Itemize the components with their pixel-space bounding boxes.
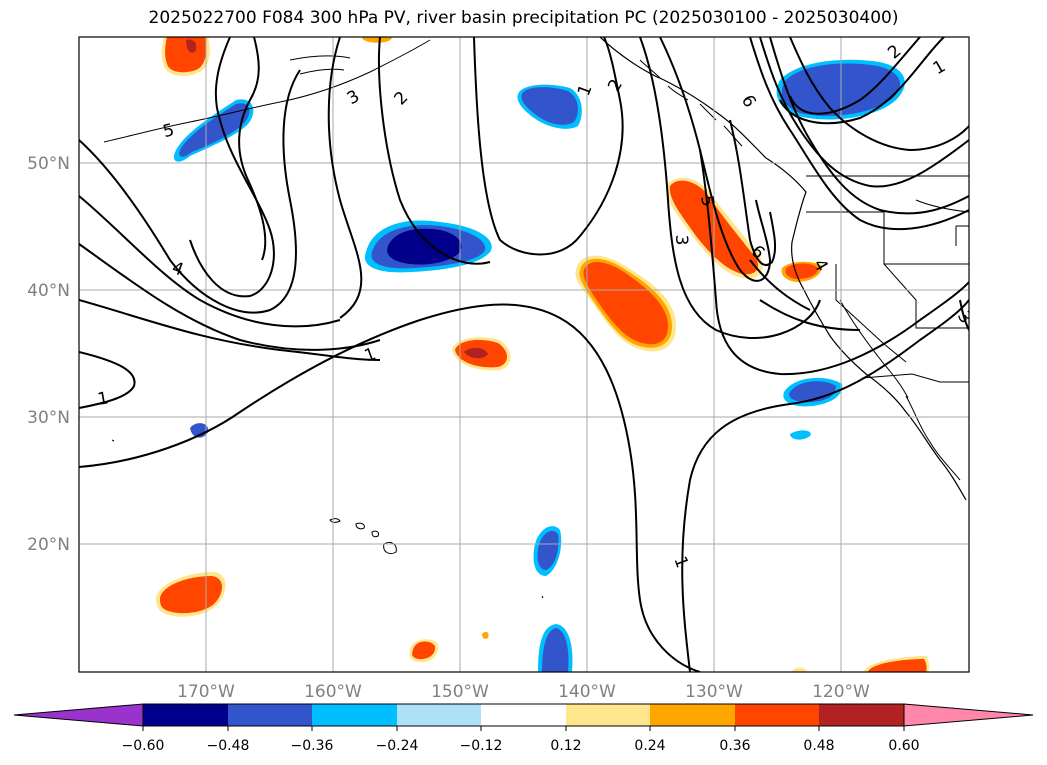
pv-contour-3-west [79,195,341,328]
latitude-labels: 50°N 40°N 30°N 20°N [27,154,70,555]
pv-contour-7-east [789,37,969,152]
pv-contour-1-ne [779,37,945,125]
aleutian-islands [103,39,431,143]
lon-tick-label: 170°W [177,682,235,702]
contour-label: 3 [671,235,691,246]
state-border [883,263,969,329]
colorbar-bin [312,704,397,726]
gulf-of-california-coast [905,395,961,481]
colorbar-min-extension [13,703,144,727]
state-border [835,264,907,363]
small-island [541,595,544,599]
colorbar-tick-label: −0.12 [460,738,503,754]
precip-anomaly-positive [583,261,668,345]
colorbar-bin [143,704,228,726]
pv-contour-2-lower [759,299,861,331]
precip-anomaly-strong-negative [387,228,462,265]
baja-peninsula [839,299,909,399]
precip-anomaly-negative [179,103,250,157]
lon-tick-label: 150°W [431,682,489,702]
pv-contour-3-east [959,299,969,331]
state-border [806,211,969,265]
north-america-coastline [599,37,967,501]
state-border [955,225,969,246]
pv-contour-4-loop [79,69,301,314]
map-title: 2025022700 F084 300 hPa PV, river basin … [148,8,899,28]
colorbar-tick-label: 0.60 [888,738,919,754]
pv-contour-1-southwest [79,351,136,409]
pv-contour-5-east [749,37,969,231]
colorbar-bin [819,704,904,726]
precip-anomaly-strong-positive [464,347,488,359]
colorbar-frame [142,703,905,727]
precip-anomaly-negative [521,87,578,125]
lat-tick-label: 40°N [27,281,70,301]
lon-tick-label: 140°W [558,682,616,702]
precip-anomaly-strong-positive [186,39,197,53]
pv-contour-3-trough [639,37,821,339]
lat-tick-label: 20°N [27,535,70,555]
colorbar-bin [735,704,819,726]
pv-contour-4-inner [189,37,275,298]
colorbar-tick-label: 0.36 [719,738,750,754]
longitude-labels: 170°W 160°W 150°W 140°W 130°W 120°W [177,682,870,702]
precip-anomaly-positive [482,631,489,639]
pv-contour-4-east [769,37,969,215]
colorbar-tick-label: 0.48 [803,738,834,754]
plot-frame [78,36,970,673]
colorbar-bin [566,704,650,726]
lon-tick-label: 130°W [685,682,743,702]
precip-anomaly-positive [792,667,808,672]
bering-coast [289,55,351,75]
precip-anomaly-negative [537,530,559,570]
lat-tick-label: 30°N [27,408,70,428]
colorbar-ticks [142,726,905,731]
precip-anomaly-positive [412,641,436,660]
colorbar-tick-label: −0.24 [376,738,419,754]
pv-contour-2-west [79,243,381,351]
colorbar: −0.60 −0.48 −0.36 −0.24 −0.12 0.12 0.24 … [13,703,1034,754]
us-mexico-border [861,373,969,383]
pv-contour-1-west [79,299,381,361]
pv-contour-5-trough [699,149,772,282]
precip-anomaly-positive [868,659,927,672]
colorbar-bin [650,704,735,726]
colorbar-bin [481,704,566,726]
precip-anomaly-negative [790,430,811,440]
pv-contour-1-south [79,303,701,672]
pv-contour-2-ne [789,37,921,115]
hawaiian-islands [329,518,397,555]
colorbar-tick-label: −0.36 [291,738,334,754]
pv-contour-1-east [681,299,969,672]
colorbar-max-extension [903,703,1034,727]
colorbar-bin [397,704,481,726]
contour-label: 5 [696,194,718,208]
pv-contour-3-mid [327,37,363,319]
lon-tick-label: 120°W [812,682,870,702]
graticule [79,37,969,672]
pv-contour-1-ridge [473,37,624,256]
colorbar-bin [228,704,312,726]
pv-contour-2-main [659,37,969,376]
contour-label: 1 [96,388,110,410]
pv-contour-6-ridge [759,37,969,188]
colorbar-tick-label: −0.60 [122,738,165,754]
colorbar-tick-label: 0.12 [550,738,581,754]
precip-anomaly-negative [542,628,569,672]
precip-anomaly-positive [362,37,392,43]
small-island [111,439,115,442]
colorbar-tick-label: −0.48 [207,738,250,754]
colorbar-tick-label: 0.24 [634,738,665,754]
pv-contour-2-trough [377,37,491,265]
pv-contour-3-ne [749,259,811,311]
pv-contour-6-trough [729,119,777,267]
contour-label: 5 [161,120,177,142]
lon-tick-label: 160°W [304,682,362,702]
pv-contour-5-loop [238,37,267,261]
precip-anomaly-positive [165,37,207,73]
lat-tick-label: 50°N [27,154,70,174]
pv-contours [79,37,969,672]
precip-anomaly-positive [785,263,818,279]
